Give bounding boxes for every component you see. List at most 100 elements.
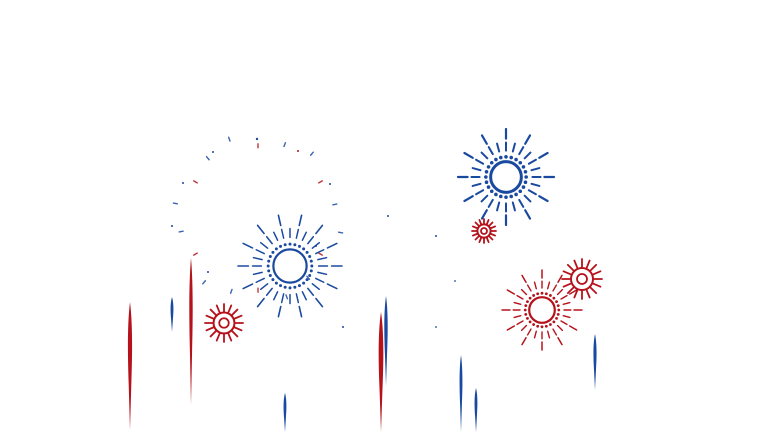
burst-ray [280,293,285,304]
burst-dot [540,325,544,329]
burst-dot [274,281,278,285]
burst-ray [227,332,233,342]
burst-dot [489,160,494,165]
burst-dot [524,312,528,316]
burst-dot [556,304,560,308]
burst-ray [475,158,485,165]
burst-outer-ray [315,297,324,308]
burst-ray [480,194,489,203]
burst-dot [494,157,498,162]
burst-dot [271,278,275,282]
burst-dot [266,264,270,268]
burst-ray [585,259,591,269]
burst-ray [560,294,568,300]
burst-dot [555,317,558,320]
burst-dot [544,324,548,328]
spark-icon [193,252,198,256]
burst-ray [478,236,483,243]
burst-dot [528,320,532,324]
burst-dot [310,264,314,268]
burst-dot [518,160,523,165]
burst-dot [556,312,560,316]
firework-rocket-icon [378,312,384,432]
burst-dot [509,155,514,160]
spark-dots [171,137,456,328]
burst-ray [474,221,480,227]
burst-dot [302,281,306,285]
spark-icon [207,271,209,273]
burst-ray [562,282,572,288]
burst-ray [315,277,325,283]
burst-outer-ray [524,134,532,145]
spark-icon [306,275,311,281]
burst-ray [315,249,325,255]
burst-ray [259,283,269,291]
spark-icon [329,183,331,185]
spark-icon [315,245,317,247]
burst-ray [530,182,541,187]
burst-outer-ray [557,274,563,284]
burst-ray [573,289,579,299]
burst-ray [307,235,315,245]
burst-ray [295,228,300,239]
burst-ring [489,160,523,194]
burst-outer-ray [298,214,303,227]
burst-ray [265,235,273,245]
burst-ray [533,281,538,290]
burst-dot [267,259,271,263]
firework-bursts [204,127,603,351]
burst-ring [528,296,556,324]
burst-ray [496,201,501,212]
firework-rocket-icon [474,388,478,432]
burst-dot [489,189,494,194]
burst-dot [523,180,528,185]
burst-ray [566,263,575,272]
burst-core [218,317,230,329]
burst-ray [489,232,496,237]
burst-outer-ray [315,224,324,235]
burst-dot [544,292,548,296]
burst-dot [532,323,535,326]
burst-dot [302,247,306,251]
spark-icon [227,136,231,142]
burst-dot [498,194,503,199]
firework-burst-icon [501,269,583,351]
burst-dot [268,273,272,277]
burst-ray [511,201,516,212]
spark-icon [172,202,179,205]
burst-ray [513,314,522,319]
burst-ray [566,286,575,295]
burst-ray [527,158,537,165]
burst-outer-ray [463,151,474,159]
burst-ray [317,256,328,261]
burst-ray [259,241,269,249]
burst-ray [533,330,538,339]
burst-dot [288,242,292,246]
spark-icon [337,231,344,234]
burst-dot [518,189,523,194]
burst-outer-ray [256,224,265,235]
spark-icon [193,180,198,184]
spark-icon [318,252,323,256]
burst-dot [279,284,283,288]
spark-icon [205,155,210,161]
burst-dot [509,194,514,199]
burst-ray [231,330,239,338]
spark-icon [297,150,299,152]
spark-icon [309,151,314,156]
burst-dot [536,292,540,296]
burst-core [480,227,488,235]
burst-ray [475,189,485,196]
burst-ray [252,256,263,261]
burst-outer-ray [480,134,488,145]
burst-ray [562,301,571,306]
firework-rocket-icon [384,296,388,386]
burst-dot [268,255,272,259]
burst-ray [530,167,541,172]
burst-dot [486,165,491,169]
burst-ray [556,324,564,332]
burst-ray [215,304,221,314]
burst-outer-ray [568,325,578,331]
burst-ray [560,320,568,326]
burst-outer-ray [568,289,578,295]
